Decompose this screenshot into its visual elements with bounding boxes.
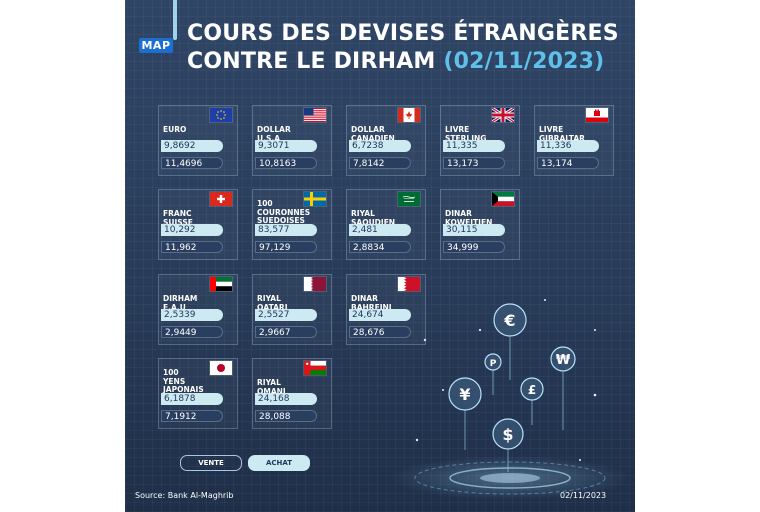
- vente-rate: 30,115: [443, 224, 505, 236]
- title-line-2: CONTRE LE DIRHAM (02/11/2023): [187, 48, 619, 76]
- vente-rate: 6,1878: [161, 393, 223, 405]
- flag-se-icon: [303, 191, 327, 207]
- flag-kw-icon: [491, 191, 515, 207]
- currency-name: 100 YENS JAPONAIS: [163, 368, 204, 394]
- title-line-1: COURS DES DEVISES ÉTRANGÈRES: [187, 21, 619, 46]
- currency-name: DOLLAR U.S.A: [257, 125, 291, 143]
- achat-rate: 2,8834: [349, 241, 411, 253]
- vente-rate: 2,5339: [161, 309, 223, 321]
- flag-om-icon: [303, 360, 327, 376]
- achat-rate: 7,8142: [349, 157, 411, 169]
- currency-card-usd: DOLLAR U.S.A 9,3071 10,8163: [252, 105, 332, 176]
- currency-name: DIRHAM E.A.U: [163, 294, 198, 312]
- achat-rate: 97,129: [255, 241, 317, 253]
- currency-symbols-decoration: € P ₩ ¥ £ $: [390, 299, 630, 500]
- vente-rate: 10,292: [161, 224, 223, 236]
- currency-card-chf: FRANC SUISSE 10,292 11,962: [158, 189, 238, 260]
- currency-card-qar: RIYAL QATARI 2,5527 2,9667: [252, 274, 332, 345]
- achat-rate: 2,9667: [255, 326, 317, 338]
- vente-rate: 24,168: [255, 393, 317, 405]
- currency-name: DOLLAR CANADIEN: [351, 125, 395, 143]
- legend-vente: VENTE: [180, 455, 242, 471]
- flag-ca-icon: [397, 107, 421, 123]
- yen-symbol: ¥: [459, 385, 470, 404]
- currency-card-sek: 100 COURONNES SUEDOISES 83,577 97,129: [252, 189, 332, 260]
- currency-name: FRANC SUISSE: [163, 209, 193, 227]
- flag-us-icon: [303, 107, 327, 123]
- achat-rate: 11,962: [161, 241, 223, 253]
- currency-card-cad: DOLLAR CANADIEN 6,7238 7,8142: [346, 105, 426, 176]
- source-note: Source: Bank Al-Maghrib: [135, 491, 234, 500]
- dollar-symbol: $: [502, 425, 513, 444]
- footer-date: 02/11/2023: [560, 491, 607, 500]
- flag-gb-icon: [491, 107, 515, 123]
- vente-rate: 2,5527: [255, 309, 317, 321]
- achat-rate: 28,088: [255, 410, 317, 422]
- currency-card-gbp: LIVRE STERLING 11,335 13,173: [440, 105, 520, 176]
- map-logo: MAP: [139, 38, 173, 53]
- currency-card-omr: RIYAL OMANI 24,168 28,088: [252, 358, 332, 429]
- currency-name: 100 COURONNES SUEDOISES: [257, 199, 311, 225]
- currency-card-kwd: DINAR KOWEITIEN 30,115 34,999: [440, 189, 520, 260]
- currency-name: LIVRE GIBRALTAR: [539, 125, 585, 143]
- currency-name: RIYAL SAOUDIEN: [351, 209, 396, 227]
- currency-card-bhd: DINAR BAHREINI 24,674 28,676: [346, 274, 426, 345]
- currency-card-sar: RIYAL SAOUDIEN 2,481 2,8834: [346, 189, 426, 260]
- flag-gi-icon: [585, 107, 609, 123]
- currency-name: LIVRE STERLING: [445, 125, 487, 143]
- infographic-poster: MAP COURS DES DEVISES ÉTRANGÈRES CONTRE …: [125, 0, 635, 512]
- vente-rate: 83,577: [255, 224, 317, 236]
- currency-card-jpy: 100 YENS JAPONAIS 6,1878 7,1912: [158, 358, 238, 429]
- achat-rate: 13,173: [443, 157, 505, 169]
- vente-rate: 11,336: [537, 140, 599, 152]
- flag-eu-icon: [209, 107, 233, 123]
- title-date: (02/11/2023): [443, 49, 605, 74]
- peso-symbol: P: [490, 359, 497, 369]
- flag-jp-icon: [209, 360, 233, 376]
- currency-name: RIYAL QATARI: [257, 294, 288, 312]
- currency-card-euro: EURO 9,8692 11,4696: [158, 105, 238, 176]
- pound-symbol: £: [528, 383, 536, 397]
- flag-ch-icon: [209, 191, 233, 207]
- currency-name: EURO: [163, 125, 187, 134]
- vente-rate: 9,8692: [161, 140, 223, 152]
- achat-rate: 13,174: [537, 157, 599, 169]
- legend-achat: ACHAT: [248, 455, 310, 471]
- achat-rate: 7,1912: [161, 410, 223, 422]
- currency-name: RIYAL OMANI: [257, 378, 286, 396]
- flag-bh-icon: [397, 276, 421, 292]
- currency-name: DINAR KOWEITIEN: [445, 209, 493, 227]
- vente-rate: 11,335: [443, 140, 505, 152]
- achat-rate: 10,8163: [255, 157, 317, 169]
- flag-ae-icon: [209, 276, 233, 292]
- page-title: COURS DES DEVISES ÉTRANGÈRES CONTRE LE D…: [187, 20, 619, 76]
- achat-rate: 34,999: [443, 241, 505, 253]
- accent-bar: [173, 0, 177, 40]
- achat-rate: 2,9449: [161, 326, 223, 338]
- vente-rate: 9,3071: [255, 140, 317, 152]
- title-line-2-text: CONTRE LE DIRHAM: [187, 49, 436, 74]
- vente-rate: 24,674: [349, 309, 411, 321]
- currency-card-gip: LIVRE GIBRALTAR 11,336 13,174: [534, 105, 614, 176]
- vente-rate: 6,7238: [349, 140, 411, 152]
- won-symbol: ₩: [556, 353, 571, 368]
- euro-symbol: €: [503, 311, 515, 330]
- currency-name: DINAR BAHREINI: [351, 294, 392, 312]
- flag-qa-icon: [303, 276, 327, 292]
- vente-rate: 2,481: [349, 224, 411, 236]
- achat-rate: 11,4696: [161, 157, 223, 169]
- currency-card-aed: DIRHAM E.A.U 2,5339 2,9449: [158, 274, 238, 345]
- achat-rate: 28,676: [349, 326, 411, 338]
- flag-sa-icon: [397, 191, 421, 207]
